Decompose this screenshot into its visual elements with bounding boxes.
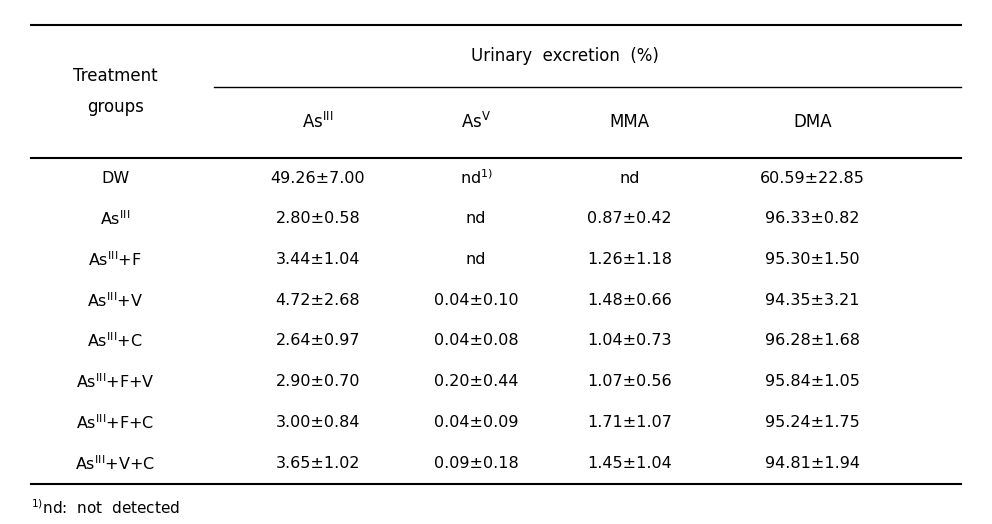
Text: 3.65±1.02: 3.65±1.02 — [276, 456, 360, 471]
Text: As$^{\mathregular{III}}$: As$^{\mathregular{III}}$ — [100, 210, 130, 228]
Text: 0.87±0.42: 0.87±0.42 — [587, 211, 672, 226]
Text: 2.64±0.97: 2.64±0.97 — [276, 333, 360, 348]
Text: 49.26±7.00: 49.26±7.00 — [271, 171, 365, 185]
Text: 2.80±0.58: 2.80±0.58 — [276, 211, 360, 226]
Text: As$^{\mathregular{III}}$+F+V: As$^{\mathregular{III}}$+F+V — [75, 373, 155, 391]
Text: 0.04±0.09: 0.04±0.09 — [434, 415, 519, 430]
Text: 0.09±0.18: 0.09±0.18 — [434, 456, 519, 471]
Text: 3.00±0.84: 3.00±0.84 — [276, 415, 360, 430]
Text: MMA: MMA — [609, 113, 650, 132]
Text: As$^{\mathregular{III}}$: As$^{\mathregular{III}}$ — [303, 112, 333, 133]
Text: 1.07±0.56: 1.07±0.56 — [587, 374, 672, 389]
Text: DMA: DMA — [794, 113, 832, 132]
Text: Urinary  excretion  (%): Urinary excretion (%) — [471, 47, 659, 65]
Text: 2.90±0.70: 2.90±0.70 — [276, 374, 360, 389]
Text: 1.71±1.07: 1.71±1.07 — [587, 415, 672, 430]
Text: 0.04±0.08: 0.04±0.08 — [434, 333, 519, 348]
Text: 60.59±22.85: 60.59±22.85 — [760, 171, 865, 185]
Text: 0.04±0.10: 0.04±0.10 — [434, 293, 519, 308]
Text: 95.24±1.75: 95.24±1.75 — [765, 415, 860, 430]
Text: Treatment
groups: Treatment groups — [72, 67, 158, 116]
Text: nd: nd — [466, 211, 486, 226]
Text: 1.48±0.66: 1.48±0.66 — [587, 293, 672, 308]
Text: 1.04±0.73: 1.04±0.73 — [587, 333, 672, 348]
Text: As$^{\mathregular{III}}$+V: As$^{\mathregular{III}}$+V — [87, 291, 143, 310]
Text: As$^{\mathregular{III}}$+C: As$^{\mathregular{III}}$+C — [87, 332, 143, 351]
Text: As$^{\mathregular{III}}$+V+C: As$^{\mathregular{III}}$+V+C — [75, 454, 155, 473]
Text: 3.44±1.04: 3.44±1.04 — [276, 252, 360, 267]
Text: As$^{\mathregular{III}}$+F+C: As$^{\mathregular{III}}$+F+C — [76, 413, 154, 432]
Text: 94.81±1.94: 94.81±1.94 — [765, 456, 860, 471]
Text: As$^{\mathregular{III}}$+F: As$^{\mathregular{III}}$+F — [88, 250, 142, 269]
Text: 0.20±0.44: 0.20±0.44 — [434, 374, 519, 389]
Text: nd$^{1)}$: nd$^{1)}$ — [459, 169, 493, 188]
Text: As$^{\mathregular{V}}$: As$^{\mathregular{V}}$ — [461, 112, 491, 133]
Text: 4.72±2.68: 4.72±2.68 — [276, 293, 360, 308]
Text: 1.45±1.04: 1.45±1.04 — [587, 456, 672, 471]
Text: 94.35±3.21: 94.35±3.21 — [765, 293, 860, 308]
Text: $^{1)}$nd:  not  detected: $^{1)}$nd: not detected — [31, 499, 180, 517]
Text: nd: nd — [466, 252, 486, 267]
Text: 1.26±1.18: 1.26±1.18 — [587, 252, 672, 267]
Text: 96.28±1.68: 96.28±1.68 — [765, 333, 860, 348]
Text: 95.84±1.05: 95.84±1.05 — [765, 374, 860, 389]
Text: 95.30±1.50: 95.30±1.50 — [765, 252, 860, 267]
Text: DW: DW — [101, 171, 129, 185]
Text: nd: nd — [619, 171, 640, 185]
Text: 96.33±0.82: 96.33±0.82 — [765, 211, 860, 226]
